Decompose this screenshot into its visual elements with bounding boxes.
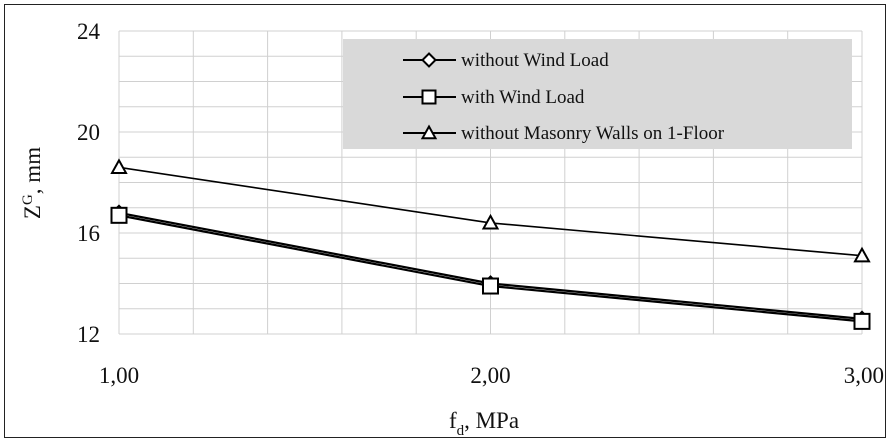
data-point bbox=[853, 246, 871, 263]
data-point bbox=[481, 213, 500, 230]
legend-marker bbox=[421, 52, 437, 68]
data-point bbox=[110, 206, 128, 224]
data-point bbox=[853, 312, 871, 330]
legend-label: without Masonry Walls on 1-Floor bbox=[461, 123, 725, 144]
legend-label: with Wind Load bbox=[461, 87, 585, 108]
y-tick-label: 16 bbox=[77, 221, 100, 246]
legend-entry: without Masonry Walls on 1-Floor bbox=[403, 123, 725, 144]
x-tick-label: 2,00 bbox=[470, 363, 510, 388]
series-square bbox=[110, 206, 871, 330]
y-axis-title: ZG, mm bbox=[20, 147, 45, 219]
y-tick-label: 20 bbox=[77, 120, 100, 145]
tick-labels: 12 16 20 24 1,00 2,00 3,00 bbox=[77, 19, 884, 388]
y-tick-label: 12 bbox=[77, 322, 100, 347]
series-layer bbox=[110, 158, 871, 330]
y-tick-label: 24 bbox=[77, 19, 101, 44]
data-point bbox=[482, 277, 499, 295]
data-point bbox=[110, 158, 128, 174]
legend-marker bbox=[420, 124, 438, 140]
legend-label: without Wind Load bbox=[461, 50, 609, 71]
legend-marker bbox=[421, 89, 437, 105]
legend-entry: with Wind Load bbox=[403, 87, 585, 108]
x-tick-label: 3,00 bbox=[844, 363, 884, 388]
legend-entry: without Wind Load bbox=[403, 50, 609, 71]
x-tick-label: 1,00 bbox=[99, 363, 139, 388]
series-triangle bbox=[110, 158, 871, 263]
legend: without Wind Load with Wind Load without M… bbox=[403, 50, 725, 144]
x-axis-title: fd, MPa bbox=[449, 408, 519, 439]
